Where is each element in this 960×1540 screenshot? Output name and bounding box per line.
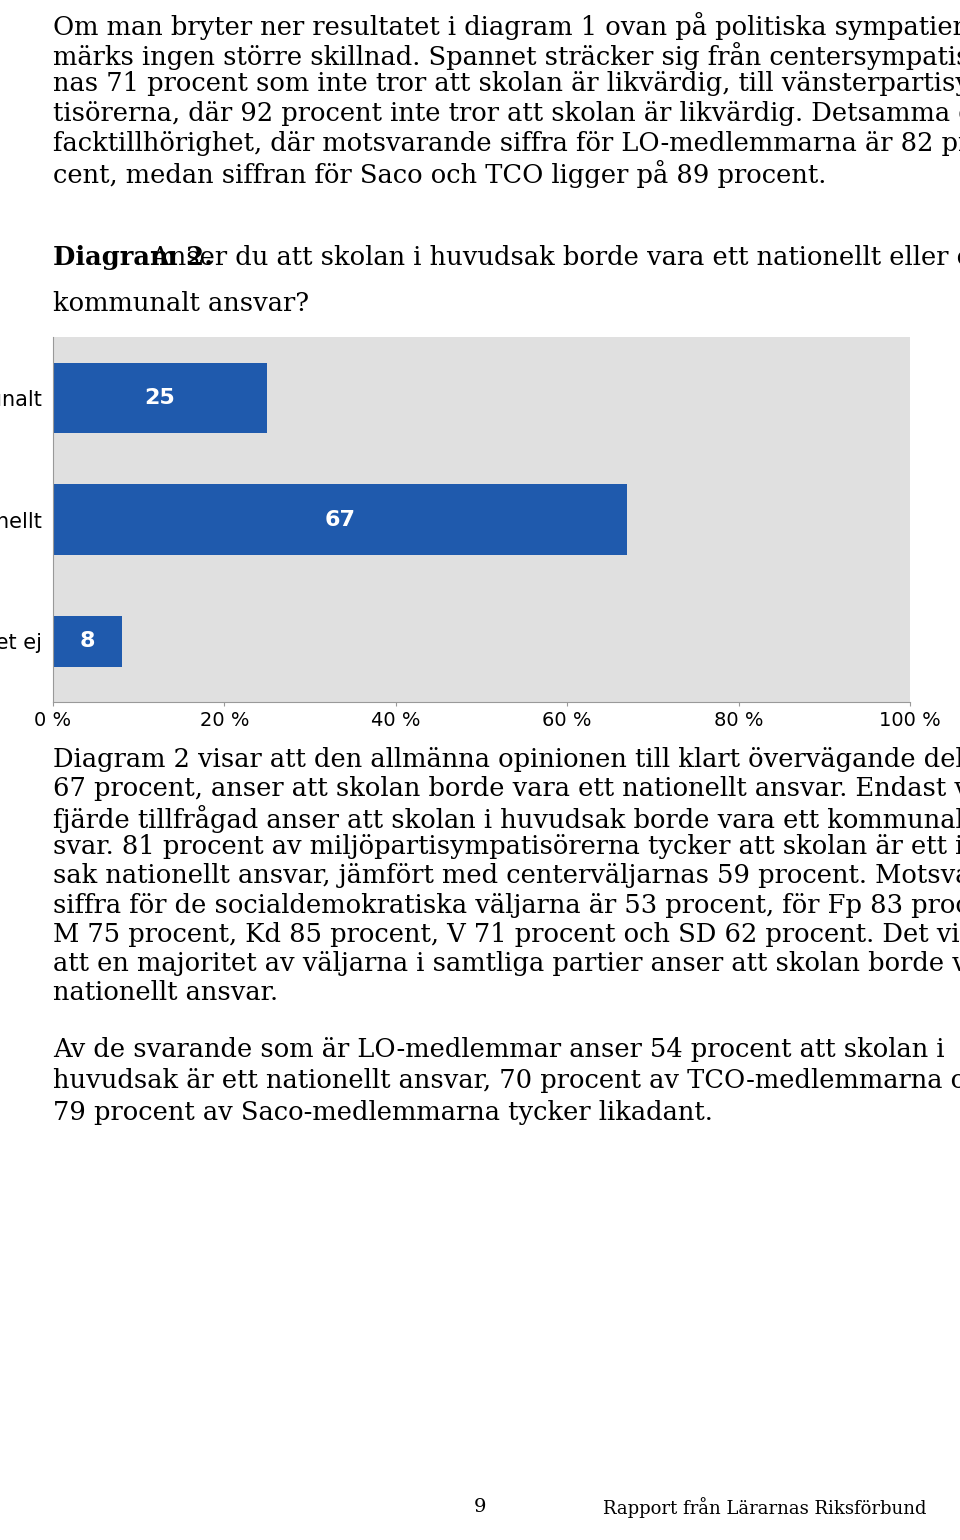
Text: Av de svarande som är LO-medlemmar anser 54 procent att skolan i: Av de svarande som är LO-medlemmar anser… xyxy=(53,1036,945,1063)
Text: Om man bryter ner resultatet i diagram 1 ovan på politiska sympatier,: Om man bryter ner resultatet i diagram 1… xyxy=(53,12,960,40)
Text: 25: 25 xyxy=(145,388,176,408)
Text: Rapport från Lärarnas Riksförbund: Rapport från Lärarnas Riksförbund xyxy=(603,1497,926,1518)
Text: 8: 8 xyxy=(80,631,95,651)
Text: sak nationellt ansvar, jämfört med centerväljarnas 59 procent. Motsvarande: sak nationellt ansvar, jämfört med cente… xyxy=(53,864,960,889)
Text: 67: 67 xyxy=(324,510,355,530)
Text: M 75 procent, Kd 85 procent, V 71 procent och SD 62 procent. Det visar: M 75 procent, Kd 85 procent, V 71 procen… xyxy=(53,921,960,947)
Text: cent, medan siffran för Saco och TCO ligger på 89 procent.: cent, medan siffran för Saco och TCO lig… xyxy=(53,160,827,188)
Text: tisörerna, där 92 procent inte tror att skolan är likvärdig. Detsamma gäller: tisörerna, där 92 procent inte tror att … xyxy=(53,102,960,126)
Text: huvudsak är ett nationellt ansvar, 70 procent av TCO-medlemmarna och: huvudsak är ett nationellt ansvar, 70 pr… xyxy=(53,1069,960,1093)
Text: svar. 81 procent av miljöpartisympatisörerna tycker att skolan är ett i huvud-: svar. 81 procent av miljöpartisympatisör… xyxy=(53,835,960,859)
Text: kommunalt ansvar?: kommunalt ansvar? xyxy=(53,291,309,316)
Text: fjärde tillfrågad anser att skolan i huvudsak borde vara ett kommunalt an-: fjärde tillfrågad anser att skolan i huv… xyxy=(53,805,960,833)
Text: Diagram 2 visar att den allmänna opinionen till klart övervägande del,: Diagram 2 visar att den allmänna opinion… xyxy=(53,747,960,772)
Bar xyxy=(53,616,122,667)
Text: 79 procent av Saco-medlemmarna tycker likadant.: 79 procent av Saco-medlemmarna tycker li… xyxy=(53,1100,713,1124)
Bar xyxy=(53,484,627,554)
Text: 9: 9 xyxy=(473,1498,487,1517)
Text: nationellt ansvar.: nationellt ansvar. xyxy=(53,979,278,1006)
Text: 67 procent, anser att skolan borde vara ett nationellt ansvar. Endast var: 67 procent, anser att skolan borde vara … xyxy=(53,776,960,801)
Text: Diagram 2.: Diagram 2. xyxy=(53,245,213,270)
Text: nas 71 procent som inte tror att skolan är likvärdig, till vänsterpartisympa-: nas 71 procent som inte tror att skolan … xyxy=(53,71,960,97)
Text: facktillhörighet, där motsvarande siffra för LO-medlemmarna är 82 pro-: facktillhörighet, där motsvarande siffra… xyxy=(53,131,960,156)
Bar xyxy=(53,362,267,433)
Text: siffra för de socialdemokratiska väljarna är 53 procent, för Fp 83 procent,: siffra för de socialdemokratiska väljarn… xyxy=(53,893,960,918)
Text: att en majoritet av väljarna i samtliga partier anser att skolan borde vara ett: att en majoritet av väljarna i samtliga … xyxy=(53,950,960,976)
Text: Anser du att skolan i huvudsak borde vara ett nationellt eller ett: Anser du att skolan i huvudsak borde var… xyxy=(143,245,960,270)
Text: märks ingen större skillnad. Spannet sträcker sig från centersympatisörer-: märks ingen större skillnad. Spannet str… xyxy=(53,42,960,69)
